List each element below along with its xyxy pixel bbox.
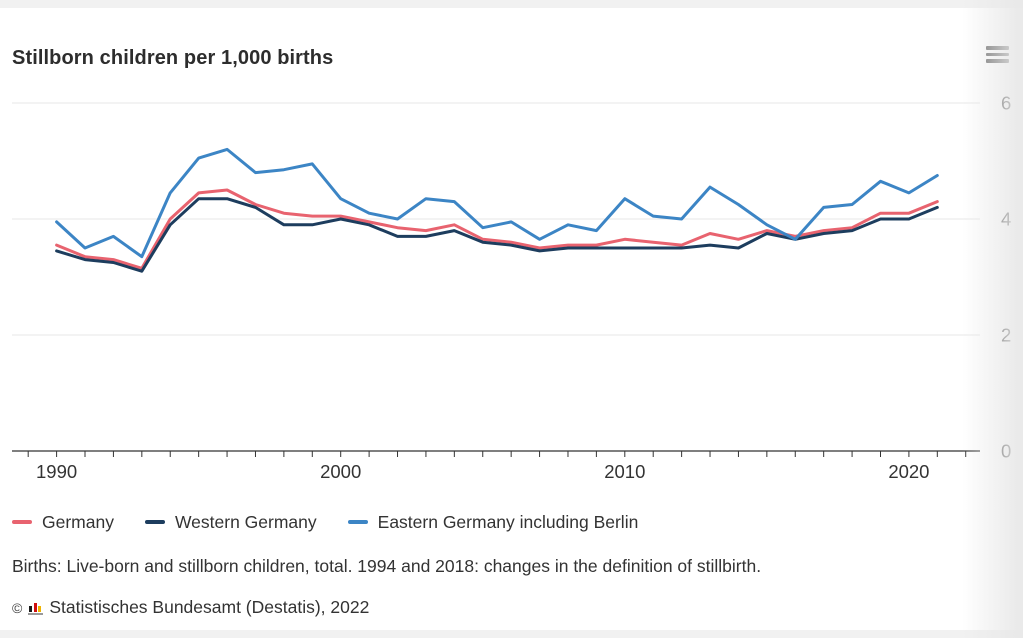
- page-bottom-strip: [0, 630, 1023, 638]
- chart-legend: Germany Western Germany Eastern Germany …: [12, 510, 638, 534]
- svg-text:2020: 2020: [888, 461, 929, 482]
- svg-text:0: 0: [1001, 441, 1011, 462]
- chart-title: Stillborn children per 1,000 births: [12, 47, 334, 70]
- legend-label: Eastern Germany including Berlin: [377, 511, 639, 532]
- legend-item-western-germany[interactable]: Western Germany: [144, 511, 317, 533]
- copyright-symbol: ©: [12, 599, 23, 616]
- legend-label: Western Germany: [174, 511, 317, 532]
- western-germany-line-swatch: [144, 520, 165, 524]
- chart-footnote: Births: Live-born and stillborn children…: [12, 556, 762, 576]
- germany-line-swatch: [12, 520, 32, 524]
- legend-label: Germany: [42, 511, 114, 532]
- svg-text:2000: 2000: [320, 461, 361, 482]
- svg-text:6: 6: [1001, 93, 1011, 114]
- legend-item-germany[interactable]: Germany: [12, 512, 114, 533]
- svg-text:1990: 1990: [36, 461, 77, 482]
- page-top-strip: [0, 0, 1023, 8]
- legend-item-eastern-germany[interactable]: Eastern Germany including Berlin: [347, 511, 639, 533]
- destatis-bar-chart-icon: [28, 600, 44, 615]
- svg-text:2010: 2010: [604, 461, 645, 482]
- eastern-germany-line-swatch: [347, 520, 368, 524]
- source-line: © Statistisches Bundesamt (Destatis), 20…: [12, 597, 369, 618]
- line-chart-plot-area: 0 2 4 6 1990 2000 2010 2020: [12, 93, 1011, 482]
- svg-text:4: 4: [1001, 209, 1011, 230]
- source-text: Statistisches Bundesamt (Destatis), 2022: [49, 597, 370, 617]
- svg-text:2: 2: [1001, 325, 1011, 346]
